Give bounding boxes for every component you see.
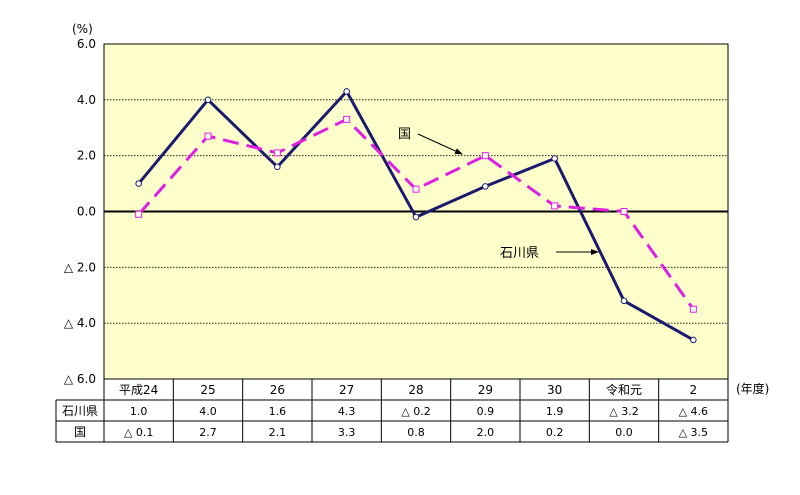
table-cell: △ 3.5 [679, 426, 708, 439]
data-point [481, 152, 489, 160]
table-cell: 0.2 [546, 426, 564, 439]
data-point [135, 210, 143, 218]
data-point [204, 132, 212, 140]
x-tick-label: 平成24 [119, 383, 158, 397]
y-tick-label: 2.0 [77, 149, 96, 163]
data-point [551, 202, 559, 210]
data-point [274, 163, 281, 171]
table-cell: 2.7 [199, 426, 217, 439]
data-point [343, 115, 351, 123]
x-tick-label: 26 [270, 383, 285, 397]
x-tick-label: 29 [478, 383, 493, 397]
x-tick-label: 30 [547, 383, 562, 397]
annotation-label: 石川県 [500, 246, 539, 261]
table-cell: 2.1 [269, 426, 287, 439]
y-tick-label: 4.0 [77, 93, 96, 107]
y-tick-label: 0.0 [77, 205, 96, 219]
x-tick-label: 2 [690, 383, 698, 397]
table-cell: 0.9 [477, 405, 495, 418]
table-cell: 1.6 [269, 405, 287, 418]
table-cell: 1.9 [546, 405, 564, 418]
y-tick-label: △ 4.0 [64, 316, 96, 330]
data-point [204, 96, 212, 104]
data-point [482, 183, 489, 190]
data-table: 平成24 25 26 27 28 29 30 令和元 2 石川県 1.0 4.0 1.6 4.3 △ 0.2… [55, 378, 729, 443]
table-cell: 0.8 [407, 426, 425, 439]
annotation-label: 国 [398, 127, 411, 142]
data-point [135, 180, 142, 187]
table-cell: △ 4.6 [679, 405, 708, 418]
table-row-label: 国 [74, 425, 86, 439]
table-cell: △ 3.2 [609, 405, 638, 418]
data-point [551, 155, 558, 162]
data-point [343, 88, 350, 95]
table-cell: 2.0 [477, 426, 495, 439]
x-tick-label: 25 [200, 383, 215, 397]
x-tick-label: 令和元 [606, 382, 642, 397]
table-cell: 1.0 [130, 405, 148, 418]
series-lines [135, 88, 697, 344]
data-point [620, 297, 628, 305]
data-point [689, 305, 697, 313]
table-cell: 3.3 [338, 426, 356, 439]
y-axis-ticks: 6.0 4.0 2.0 0.0 △ 2.0 △ 4.0 △ 6.0 [64, 37, 96, 386]
data-point [620, 208, 628, 215]
table-cell: 0.0 [615, 426, 633, 439]
table-cell: △ 0.1 [124, 426, 153, 439]
x-tick-label: 28 [408, 383, 423, 397]
annotation-arrow [417, 133, 463, 155]
y-axis-unit: (%) [72, 22, 93, 36]
table-cell: △ 0.2 [401, 405, 430, 418]
table-cell: 4.3 [338, 405, 356, 418]
table-cell: 4.0 [199, 405, 217, 418]
grid-lines [104, 99, 728, 324]
y-tick-label: △ 6.0 [64, 372, 96, 386]
table-row-label: 石川県 [62, 404, 98, 418]
x-tick-label: 27 [339, 383, 354, 397]
x-axis-unit: (年度) [736, 381, 769, 396]
data-point [412, 185, 420, 193]
y-tick-label: △ 2.0 [64, 260, 96, 274]
data-point [412, 213, 420, 221]
data-point [690, 336, 697, 344]
y-tick-label: 6.0 [77, 37, 96, 51]
data-point [273, 149, 281, 157]
